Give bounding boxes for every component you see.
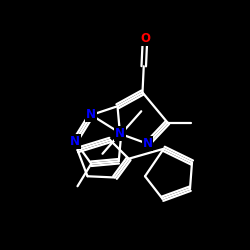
Text: N: N <box>70 135 80 148</box>
Text: N: N <box>115 127 125 140</box>
Text: O: O <box>140 32 150 45</box>
Text: N: N <box>86 108 96 122</box>
Text: N: N <box>142 137 152 150</box>
